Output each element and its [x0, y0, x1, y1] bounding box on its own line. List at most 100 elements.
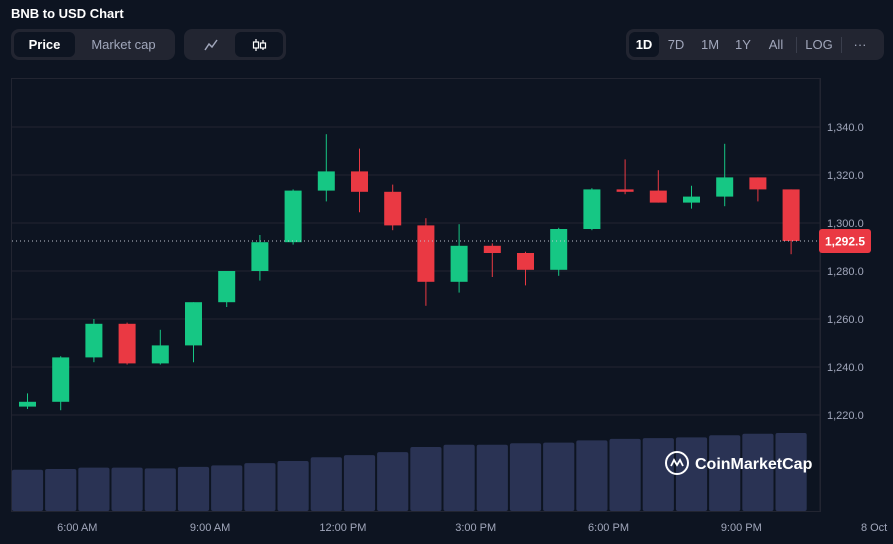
current-price-label: 1,292.5: [825, 235, 865, 249]
y-tick-label: 1,240.0: [827, 362, 864, 374]
volume-bar: [377, 452, 409, 511]
x-tick-label: 3:00 PM: [455, 522, 496, 534]
candle-body: [284, 190, 302, 243]
candlestick[interactable]: [649, 170, 667, 203]
candle-body: [85, 323, 103, 358]
volume-bar: [78, 467, 110, 511]
x-axis: 6:00 AM 9:00 AM 12:00 PM 3:00 PM 6:00 PM 9:00…: [57, 522, 887, 534]
candlestick[interactable]: [716, 143, 734, 207]
candlestick[interactable]: [782, 189, 800, 255]
current-price-line: 1,292.5: [12, 229, 871, 253]
y-tick-label: 1,280.0: [827, 266, 864, 278]
candlestick[interactable]: [616, 159, 634, 195]
range-1y-button[interactable]: 1Y: [735, 37, 751, 52]
volume-bar: [144, 468, 176, 511]
candlestick[interactable]: [483, 243, 501, 277]
candle-body: [185, 302, 202, 346]
candle-body: [317, 171, 335, 191]
coinmarketcap-logo-mark: [670, 458, 684, 467]
current-price-badge: [819, 229, 871, 253]
candle-body: [52, 357, 70, 402]
candlestick[interactable]: [118, 322, 136, 365]
volume-bar: [576, 440, 608, 511]
candle-body: [351, 171, 368, 192]
candlestick[interactable]: [749, 177, 767, 202]
candlestick[interactable]: [583, 188, 601, 231]
x-tick-label: 12:00 PM: [319, 522, 366, 534]
volume-bar: [177, 466, 210, 511]
price-marketcap-toggle: Price Market cap: [11, 29, 175, 60]
candle-body: [583, 189, 601, 229]
range-1m-button[interactable]: 1M: [700, 37, 720, 52]
volume-bar: [111, 467, 143, 511]
y-tick-label: 1,340.0: [827, 122, 864, 134]
candle-body: [251, 242, 269, 271]
range-all-button[interactable]: All: [768, 37, 784, 52]
log-scale-button[interactable]: LOG: [805, 37, 833, 52]
volume-bar: [742, 433, 774, 511]
candlestick[interactable]: [517, 251, 534, 286]
candle-body: [716, 177, 734, 197]
price-tab[interactable]: Price: [14, 32, 75, 57]
range-1d-button[interactable]: 1D: [629, 32, 659, 57]
candle-body: [649, 190, 667, 203]
range-7d-button[interactable]: 7D: [667, 37, 685, 52]
candlestick[interactable]: [185, 302, 202, 363]
candlestick[interactable]: [19, 393, 36, 409]
page-title: BNB to USD Chart: [11, 6, 124, 21]
candle-body: [450, 245, 468, 282]
candle-body: [749, 177, 767, 190]
candle-body: [19, 401, 36, 407]
candlestick[interactable]: [151, 329, 169, 365]
candlestick[interactable]: [218, 271, 236, 307]
candlestick-button[interactable]: [235, 32, 283, 57]
volume-bar: [609, 438, 641, 511]
candle-body: [417, 225, 435, 282]
candle-body: [118, 323, 136, 364]
candlesticks: [19, 134, 800, 411]
y-tick-label: 1,300.0: [827, 218, 864, 230]
x-tick-label: 6:00 AM: [57, 522, 97, 534]
line-chart-icon: [204, 39, 218, 50]
candlestick[interactable]: [417, 218, 435, 306]
volume-bar: [543, 442, 575, 511]
candle-body: [483, 245, 501, 253]
candlestick[interactable]: [351, 148, 368, 213]
market-cap-tab[interactable]: Market cap: [91, 37, 156, 52]
volume-bar: [343, 455, 376, 511]
volume-bar: [277, 460, 309, 511]
candlestick[interactable]: [450, 224, 468, 293]
volume-bar: [410, 446, 442, 511]
volume-bar: [775, 433, 807, 511]
x-tick-label: 9:00 AM: [190, 522, 230, 534]
candlestick[interactable]: [550, 227, 568, 276]
candlestick[interactable]: [317, 134, 335, 202]
candle-body: [517, 253, 534, 270]
volume-bar: [310, 457, 342, 511]
y-tick-label: 1,320.0: [827, 170, 864, 182]
range-divider: [841, 36, 842, 53]
candlestick[interactable]: [683, 185, 700, 209]
chart-type-toggle: [184, 29, 286, 60]
more-options-button[interactable]: ···: [853, 37, 867, 52]
volume-bar: [675, 437, 708, 511]
coinmarketcap-logo-icon: [665, 451, 689, 475]
candlestick[interactable]: [384, 184, 402, 231]
candlestick-icon: [252, 38, 267, 51]
range-divider: [796, 36, 797, 53]
candlestick[interactable]: [52, 356, 70, 411]
candlestick[interactable]: [284, 189, 302, 245]
candlestick[interactable]: [85, 319, 103, 363]
candle-body: [683, 196, 700, 203]
line-chart-button[interactable]: [187, 32, 235, 57]
volume-bar: [642, 438, 674, 511]
y-tick-label: 1,220.0: [827, 410, 864, 422]
volume-bar: [709, 435, 741, 511]
coinmarketcap-watermark: CoinMarketCap: [665, 451, 813, 475]
grid-lines: [12, 79, 821, 511]
candlestick[interactable]: [251, 235, 269, 281]
candle-body: [782, 189, 800, 241]
x-tick-label: 8 Oct: [861, 522, 887, 534]
volume-bar: [509, 443, 542, 511]
